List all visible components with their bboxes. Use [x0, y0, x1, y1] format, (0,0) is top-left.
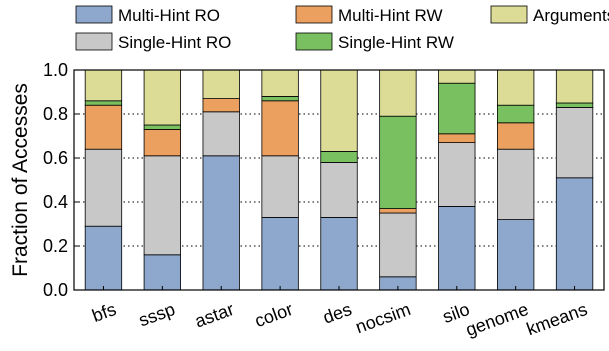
bar-segment [261, 216, 299, 291]
bar-segment [261, 96, 299, 102]
bars [84, 69, 594, 291]
bar-group-silo [438, 69, 476, 291]
x-tick-label: kmeans [524, 299, 590, 339]
y-axis-title: Fraction of Accesses [9, 83, 32, 277]
bar-segment [379, 115, 417, 209]
bar-segment [84, 225, 123, 291]
bar-segment [320, 69, 358, 152]
x-tick-label: sssp [136, 299, 178, 330]
bar-segment [84, 69, 123, 102]
legend-label: Multi-Hint RO [118, 6, 220, 25]
bar-segment [84, 104, 123, 150]
bar-segment [497, 69, 535, 106]
bar-segment [497, 148, 535, 220]
bar-segment [202, 111, 240, 157]
bar-segment [84, 148, 123, 227]
x-tick-label: astar [192, 299, 236, 331]
bar-segment [438, 69, 476, 84]
bar-segment [438, 205, 476, 291]
legend-swatch [75, 32, 113, 51]
bar-segment [143, 128, 181, 157]
bar-segment [202, 98, 240, 113]
bar-segment [320, 216, 358, 291]
bar-segment [379, 208, 417, 214]
x-tick-label: color [252, 299, 296, 331]
bar-segment [143, 254, 181, 291]
bar-segment [143, 155, 181, 256]
bar-group-genome [497, 69, 535, 291]
bar-segment [555, 107, 594, 179]
bar-segment [555, 102, 594, 108]
y-tick-label: 0.6 [43, 148, 68, 168]
bar-segment [320, 150, 358, 163]
bar-segment [438, 133, 476, 144]
legend-swatch [295, 5, 333, 24]
bar-segment [143, 124, 181, 130]
bar-segment [261, 155, 299, 218]
legend-item: Single-Hint RO [75, 32, 231, 52]
y-tick-label: 0.2 [43, 236, 68, 256]
y-tick-label: 0.4 [43, 192, 68, 212]
legend: Multi-Hint RO Multi-Hint RW Arguments Singl… [75, 5, 609, 52]
bar-segment [379, 69, 417, 117]
bar-segment [261, 100, 299, 157]
bar-segment [202, 155, 240, 291]
bar-segment [202, 69, 240, 100]
legend-item: Arguments [490, 5, 609, 25]
legend-item: Multi-Hint RO [75, 5, 220, 25]
y-tick-label: 0.0 [43, 280, 68, 300]
y-axis: 0.0 0.2 0.4 0.6 0.8 1.0 [43, 60, 79, 300]
legend-swatch [490, 5, 528, 24]
x-tick-label: bfs [89, 299, 118, 326]
y-tick-label: 1.0 [43, 60, 68, 80]
legend-swatch [75, 5, 113, 24]
bar-segment [497, 122, 535, 150]
legend-item: Single-Hint RW [295, 32, 454, 52]
bar-segment [84, 100, 123, 106]
bar-group-nocsim [379, 69, 417, 291]
legend-label: Multi-Hint RW [338, 6, 443, 25]
bar-segment [497, 219, 535, 291]
bar-segment [261, 69, 299, 97]
bar-segment [379, 212, 417, 278]
legend-swatch [295, 32, 333, 51]
legend-label: Arguments [533, 6, 609, 25]
x-tick-label: genome [463, 299, 531, 340]
bar-group-bfs [84, 69, 123, 291]
bar-segment [555, 177, 594, 291]
bar-group-des [320, 69, 358, 291]
bar-group-astar [202, 69, 240, 291]
bar-group-color [261, 69, 299, 291]
x-tick-label: des [320, 299, 354, 328]
legend-item: Multi-Hint RW [295, 5, 443, 25]
bar-group-sssp [143, 69, 181, 291]
bar-segment [143, 69, 181, 126]
y-tick-label: 0.8 [43, 104, 68, 124]
bar-segment [320, 161, 358, 218]
bar-segment [497, 104, 535, 124]
bar-segment [438, 142, 476, 207]
x-tick-label: nocsim [353, 299, 413, 337]
legend-label: Single-Hint RO [118, 33, 231, 52]
legend-label: Single-Hint RW [338, 33, 454, 52]
bar-segment [555, 69, 594, 104]
bar-segment [438, 82, 476, 135]
bar-group-kmeans [555, 69, 594, 291]
